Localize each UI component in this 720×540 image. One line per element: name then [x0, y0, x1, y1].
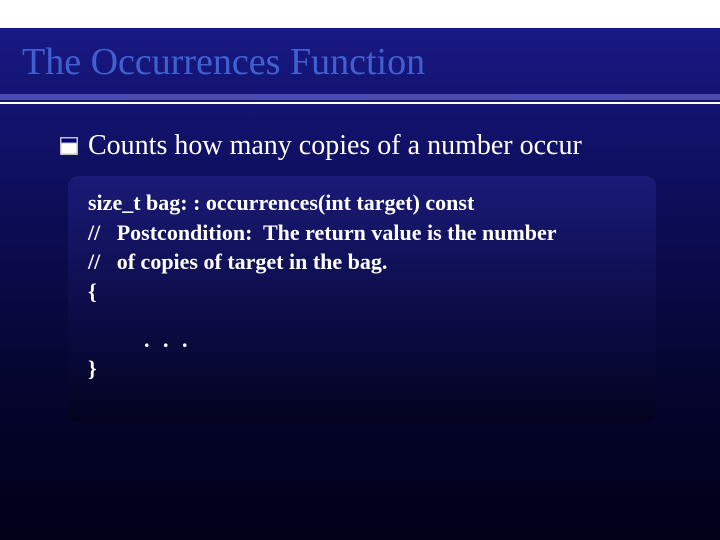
bullet-text: Counts how many copies of a number occur — [88, 130, 582, 162]
slide-title: The Occurrences Function — [0, 28, 720, 94]
top-white-band — [0, 0, 720, 28]
window-icon — [60, 137, 78, 155]
bullet-row: Counts how many copies of a number occur — [60, 130, 672, 162]
code-line: // of copies of target in the bag. — [88, 247, 638, 277]
code-ellipsis: . . . — [88, 325, 638, 355]
code-line: // Postcondition: The return value is th… — [88, 218, 638, 248]
code-box: size_t bag: : occurrences(int target) co… — [68, 176, 656, 422]
divider-rules — [0, 94, 720, 104]
code-line: { — [88, 277, 638, 307]
code-close-brace: } — [88, 354, 638, 384]
slide-content: Counts how many copies of a number occur… — [0, 104, 720, 422]
code-line: size_t bag: : occurrences(int target) co… — [88, 188, 638, 218]
rule-thick — [0, 94, 720, 100]
